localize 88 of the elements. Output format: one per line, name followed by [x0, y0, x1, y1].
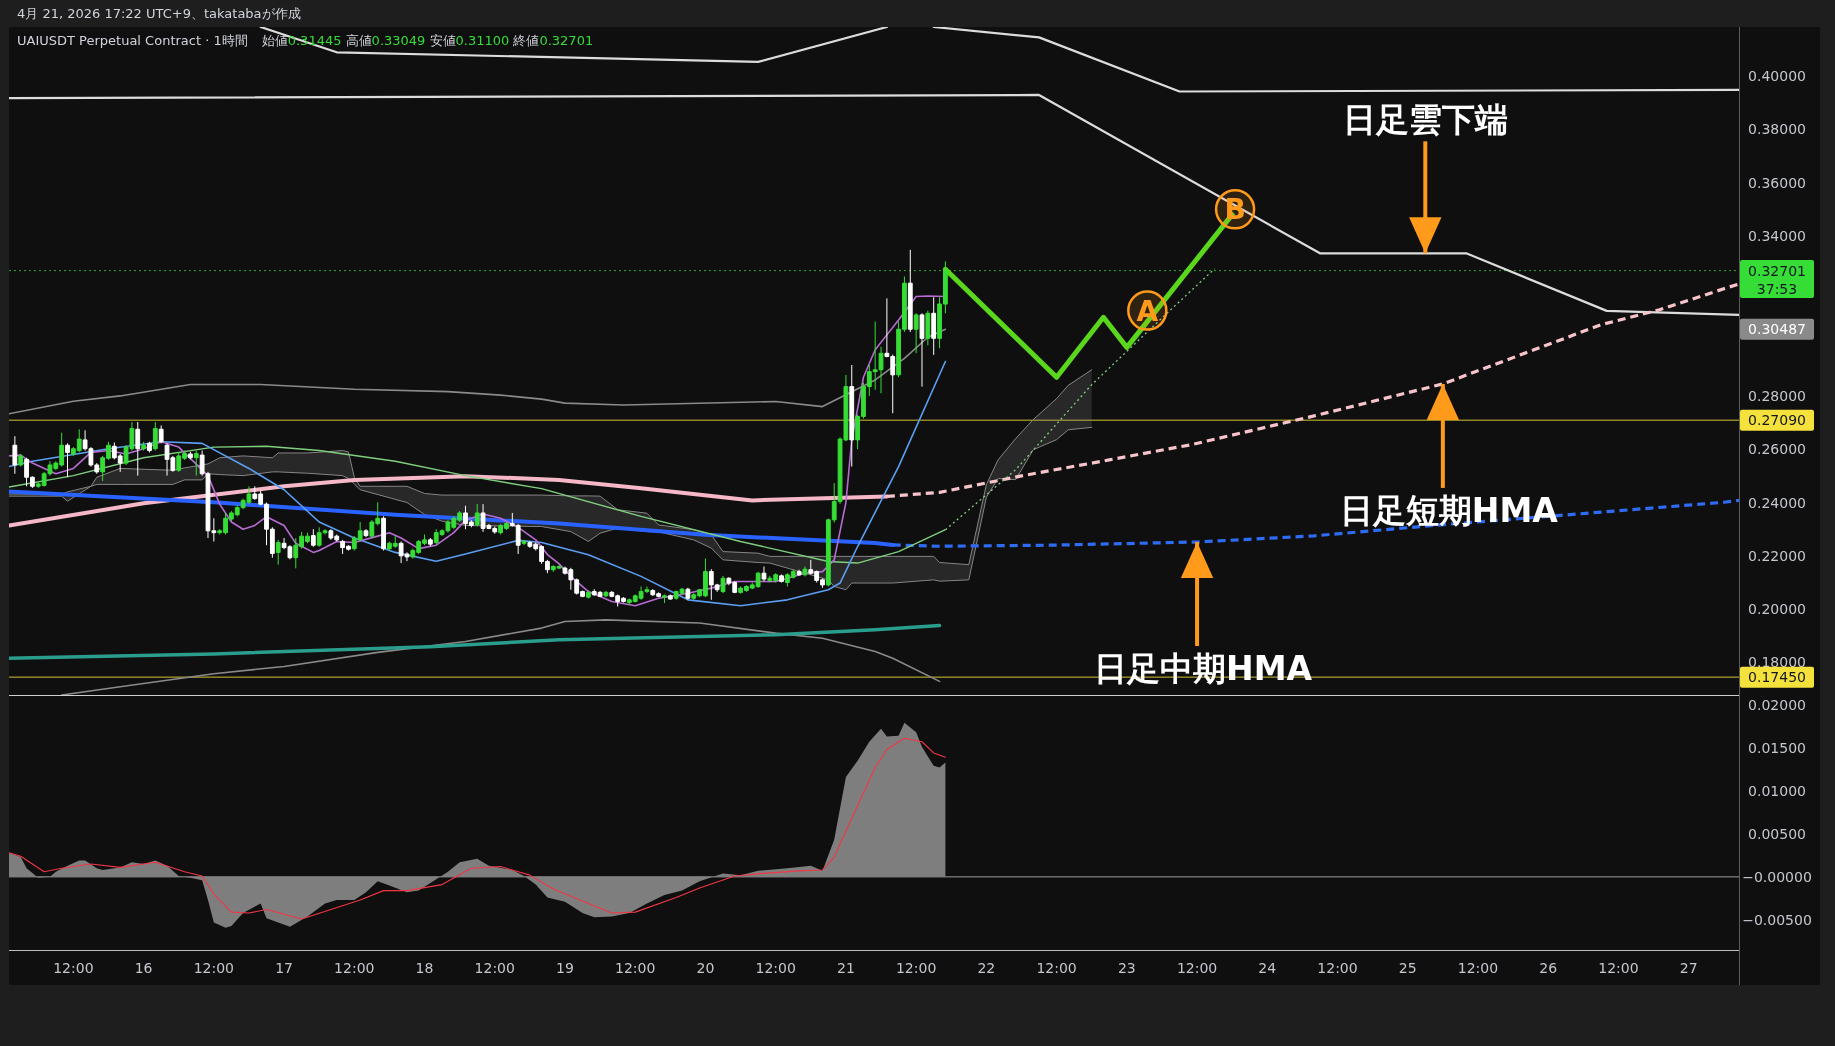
x-tick-label: 20	[696, 960, 715, 976]
candlestick	[761, 566, 767, 582]
y-tick-label: −0.00500	[1742, 911, 1812, 928]
candlestick	[907, 249, 913, 333]
y-tick-label: 0.34000	[1748, 227, 1806, 244]
x-tick-label: 25	[1398, 960, 1417, 976]
candlestick	[427, 537, 433, 547]
x-tick-label: 19	[556, 960, 574, 976]
candlestick	[931, 296, 937, 356]
candlestick	[158, 425, 164, 444]
y-tick-label: 0.28000	[1748, 387, 1806, 404]
candlestick	[667, 594, 673, 601]
y-tick-label: 0.01500	[1748, 739, 1806, 756]
candlestick	[919, 312, 925, 388]
candlestick	[662, 594, 667, 604]
x-tick-label: 17	[275, 960, 293, 976]
candlestick	[521, 539, 527, 546]
x-tick-label: 12:00	[1317, 960, 1358, 976]
ref-line-label: 0.32701	[1748, 262, 1806, 279]
ref-line-label: 0.17450	[1748, 669, 1806, 686]
x-tick-label: 18	[415, 960, 434, 976]
candlestick	[65, 442, 70, 478]
line-series	[60, 619, 941, 695]
x-tick-label: 24	[1258, 960, 1277, 976]
candlestick	[12, 435, 18, 475]
ref-line-label: 0.27090	[1748, 412, 1806, 429]
x-tick-label: 12:00	[1176, 960, 1218, 976]
text: 0.30487	[1748, 321, 1806, 338]
candlestick	[152, 421, 158, 452]
x-tick-label: 12:00	[1457, 960, 1499, 976]
candlestick	[193, 450, 199, 477]
candlestick	[802, 566, 808, 577]
candlestick	[685, 587, 691, 601]
x-tick-label: 12:00	[1598, 960, 1639, 976]
x-tick-label: 12:00	[895, 960, 937, 976]
line-series	[9, 474, 889, 528]
y-tick-label: 0.22000	[1748, 547, 1806, 564]
line-series	[9, 328, 947, 415]
y-tick-label: 0.26000	[1748, 441, 1806, 458]
candlestick	[779, 574, 784, 584]
candlestick	[363, 528, 369, 538]
candlestick	[141, 441, 147, 452]
candlestick	[18, 453, 24, 468]
x-tick-label: 12:00	[615, 960, 656, 976]
x-tick-label: 26	[1539, 960, 1558, 976]
candlestick	[925, 310, 931, 346]
x-tick-label: 22	[977, 960, 996, 976]
y-tick-label: 0.24000	[1748, 494, 1806, 511]
x-tick-label: 12:00	[1036, 960, 1077, 976]
y-tick-label: 0.02000	[1748, 696, 1806, 713]
candlestick	[135, 421, 141, 477]
candlestick	[720, 575, 726, 594]
x-tick-label: 12:00	[474, 960, 515, 976]
candlestick	[310, 528, 316, 548]
x-tick-label: 23	[1117, 960, 1136, 976]
text: 4月 21, 2026 17:22 UTC+9、takatabaが作成	[17, 6, 301, 21]
annotation: 日足短期HMA	[1339, 490, 1559, 530]
candlestick	[474, 503, 480, 528]
annotation: 日足雲下端	[1342, 100, 1508, 140]
y-tick-label: 0.36000	[1748, 174, 1806, 191]
candlestick	[147, 441, 152, 453]
y-tick-label: 0.40000	[1748, 68, 1806, 85]
candlestick	[275, 539, 281, 566]
x-tick-label: 21	[836, 960, 855, 976]
text: UAIUSDT Perpetual Contract · 1時間	[17, 33, 248, 48]
x-tick-label: 27	[1679, 960, 1698, 976]
x-tick-label: 12:00	[193, 960, 235, 976]
x-tick-label: 12:00	[334, 960, 375, 976]
line-series	[9, 360, 947, 607]
candlestick	[849, 364, 855, 468]
y-tick-label: 0.00500	[1748, 825, 1806, 842]
y-tick-label: 0.01000	[1748, 782, 1806, 799]
annotation: 日足中期HMA	[1094, 648, 1313, 688]
y-tick-label: 0.18000	[1748, 654, 1806, 671]
x-tick-label: 12:00	[53, 960, 94, 976]
y-tick-label: 0.38000	[1748, 121, 1806, 138]
x-tick-label: 16	[134, 960, 153, 976]
candlestick	[586, 590, 591, 600]
y-tick-label: −0.00000	[1742, 868, 1812, 885]
candlestick	[603, 590, 609, 598]
text: 37:53	[1756, 280, 1798, 297]
y-tick-label: 0.20000	[1748, 601, 1806, 618]
candlestick	[796, 569, 802, 577]
line-series	[9, 623, 942, 660]
candlestick	[188, 451, 193, 460]
x-tick-label: 12:00	[755, 960, 796, 976]
candlestick	[913, 312, 919, 354]
candlestick	[381, 515, 386, 552]
